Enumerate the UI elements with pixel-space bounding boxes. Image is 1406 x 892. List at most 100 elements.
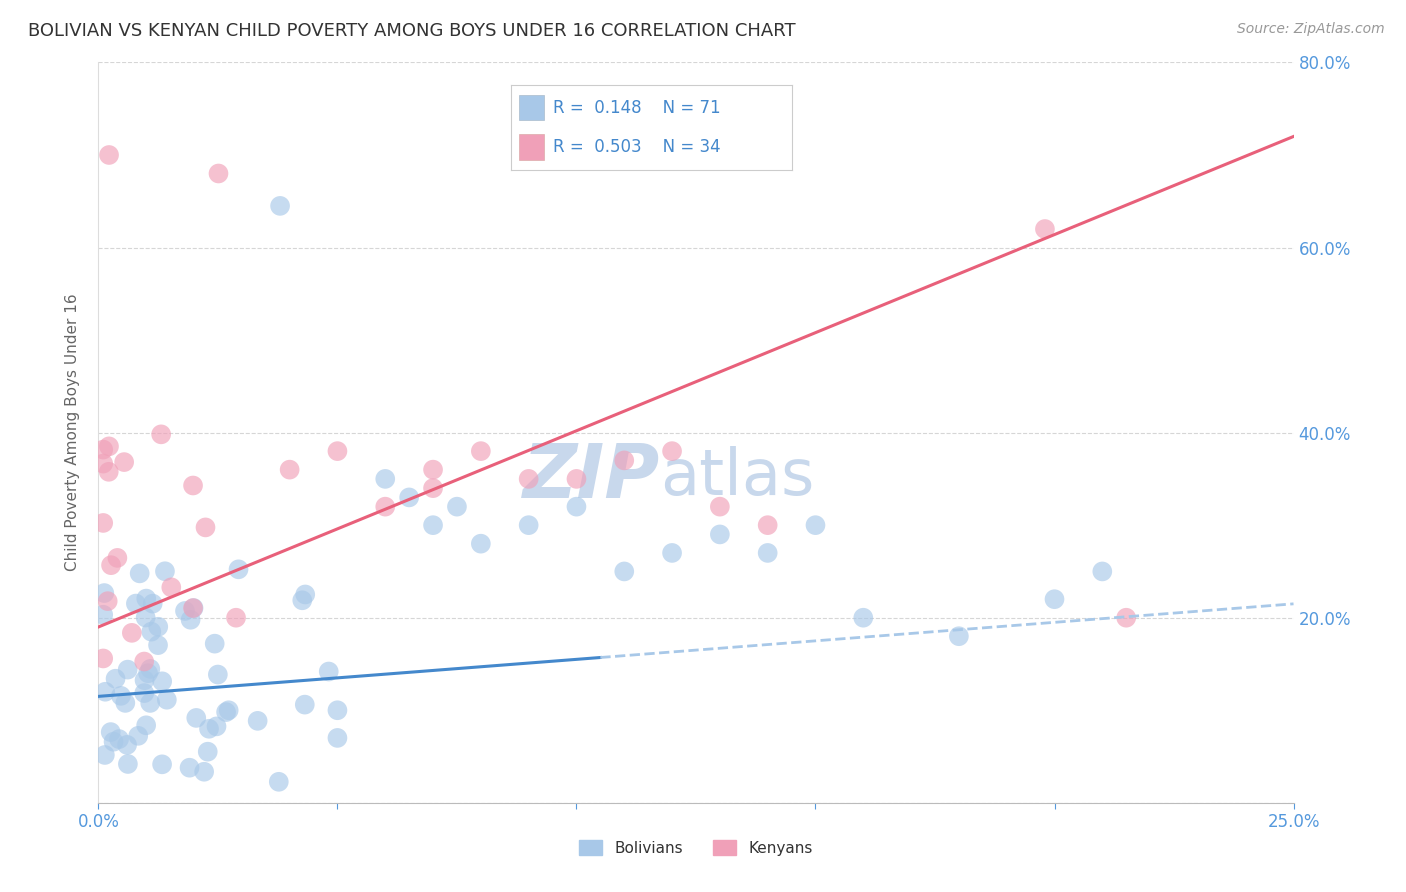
Point: [709, 500, 731, 514]
Point: [709, 527, 731, 541]
Point: [613, 453, 636, 467]
Point: [93, 586, 115, 600]
Point: [91, 457, 114, 471]
Point: [125, 597, 148, 611]
Point: [291, 593, 314, 607]
Point: [98, 439, 121, 453]
Point: [225, 610, 247, 624]
Point: [422, 462, 444, 476]
Point: [91, 651, 114, 665]
Point: [105, 550, 128, 565]
Point: [661, 546, 683, 560]
Point: [100, 558, 122, 573]
Point: [218, 703, 240, 717]
Point: [139, 662, 162, 676]
Point: [267, 774, 290, 789]
Point: [1091, 565, 1114, 579]
Point: [294, 587, 316, 601]
Point: [94, 685, 117, 699]
Point: [134, 673, 156, 688]
Point: [135, 718, 157, 732]
Point: [136, 666, 159, 681]
Point: [180, 613, 202, 627]
Point: [100, 725, 122, 739]
Point: [94, 747, 117, 762]
Point: [98, 148, 121, 162]
Point: [228, 562, 250, 576]
Point: [565, 500, 588, 514]
Point: [1033, 222, 1056, 236]
Point: [150, 757, 173, 772]
Point: [127, 729, 149, 743]
Point: [470, 536, 492, 550]
Point: [852, 610, 875, 624]
Text: BOLIVIAN VS KENYAN CHILD POVERTY AMONG BOYS UNDER 16 CORRELATION CHART: BOLIVIAN VS KENYAN CHILD POVERTY AMONG B…: [28, 22, 796, 40]
Text: ZIP: ZIP: [523, 441, 661, 514]
Point: [183, 601, 205, 615]
Point: [121, 625, 143, 640]
Point: [91, 442, 114, 457]
Point: [153, 564, 176, 578]
Point: [422, 481, 444, 495]
Point: [112, 455, 135, 469]
Point: [108, 732, 131, 747]
Point: [269, 199, 291, 213]
Point: [97, 594, 120, 608]
Point: [181, 478, 204, 492]
Point: [278, 462, 301, 476]
Point: [565, 472, 588, 486]
Point: [150, 427, 173, 442]
Point: [204, 637, 226, 651]
Point: [207, 667, 229, 681]
Point: [115, 738, 138, 752]
Point: [128, 566, 150, 581]
Point: [517, 472, 540, 486]
Point: [205, 719, 228, 733]
Point: [174, 604, 197, 618]
Point: [1115, 610, 1137, 624]
Point: [207, 166, 229, 180]
Point: [470, 444, 492, 458]
Point: [294, 698, 316, 712]
Point: [1043, 592, 1066, 607]
Point: [146, 638, 169, 652]
Point: [661, 444, 683, 458]
Point: [110, 689, 132, 703]
Point: [246, 714, 269, 728]
Point: [135, 610, 157, 624]
Point: [117, 663, 139, 677]
Point: [134, 655, 156, 669]
Point: [134, 686, 156, 700]
Point: [91, 516, 114, 530]
Point: [117, 756, 139, 771]
Point: [326, 731, 349, 745]
Point: [613, 565, 636, 579]
Point: [197, 745, 219, 759]
Text: atlas: atlas: [661, 446, 814, 508]
Point: [179, 761, 201, 775]
Point: [215, 705, 238, 719]
Point: [104, 672, 127, 686]
Point: [422, 518, 444, 533]
Point: [181, 601, 204, 615]
Point: [141, 624, 163, 639]
Point: [97, 465, 120, 479]
Point: [948, 629, 970, 643]
Point: [114, 696, 136, 710]
Point: [198, 722, 221, 736]
Point: [186, 711, 208, 725]
Point: [142, 597, 165, 611]
Point: [517, 518, 540, 533]
Point: [756, 518, 779, 533]
Point: [193, 764, 215, 779]
Point: [150, 674, 173, 689]
Point: [135, 591, 157, 606]
Point: [148, 620, 170, 634]
Point: [318, 665, 340, 679]
Point: [756, 546, 779, 560]
Point: [91, 607, 114, 622]
Text: Source: ZipAtlas.com: Source: ZipAtlas.com: [1237, 22, 1385, 37]
Legend: Bolivians, Kenyans: Bolivians, Kenyans: [572, 834, 820, 862]
Point: [326, 444, 349, 458]
Point: [139, 696, 162, 710]
